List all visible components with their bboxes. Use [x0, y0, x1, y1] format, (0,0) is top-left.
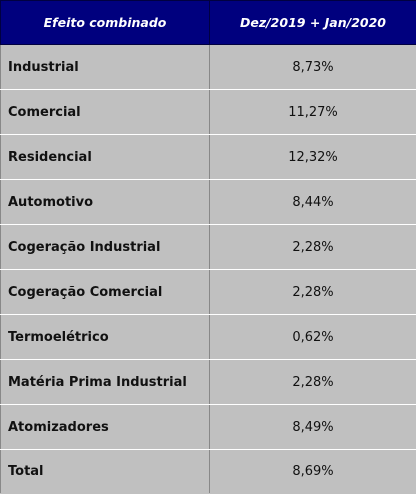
total-value: 8,69% — [210, 450, 416, 494]
table-row: Cogeração Industrial 2,28% — [1, 225, 416, 270]
table-row: Termoelétrico 0,62% — [1, 315, 416, 360]
table-body: Industrial 8,73% Comercial 11,27% Reside… — [1, 45, 416, 494]
header-effect-label: Efeito combinado — [1, 1, 210, 45]
row-label: Residencial — [1, 135, 210, 180]
row-value: 8,49% — [210, 405, 416, 450]
table-row: Industrial 8,73% — [1, 45, 416, 90]
row-label: Cogeração Industrial — [1, 225, 210, 270]
table-row: Cogeração Comercial 2,28% — [1, 270, 416, 315]
table-row: Matéria Prima Industrial 2,28% — [1, 360, 416, 405]
header-period-label: Dez/2019 + Jan/2020 — [210, 1, 416, 45]
row-value: 0,62% — [210, 315, 416, 360]
row-label: Termoelétrico — [1, 315, 210, 360]
row-value: 8,44% — [210, 180, 416, 225]
total-row: Total 8,69% — [1, 450, 416, 494]
table-row: Comercial 11,27% — [1, 90, 416, 135]
table-row: Atomizadores 8,49% — [1, 405, 416, 450]
table-row: Residencial 12,32% — [1, 135, 416, 180]
table-header: Efeito combinado Dez/2019 + Jan/2020 — [1, 1, 416, 45]
header-row: Efeito combinado Dez/2019 + Jan/2020 — [1, 1, 416, 45]
row-value: 11,27% — [210, 90, 416, 135]
row-value: 12,32% — [210, 135, 416, 180]
table-row: Automotivo 8,44% — [1, 180, 416, 225]
row-label: Industrial — [1, 45, 210, 90]
row-value: 2,28% — [210, 270, 416, 315]
row-label: Cogeração Comercial — [1, 270, 210, 315]
row-label: Comercial — [1, 90, 210, 135]
row-value: 8,73% — [210, 45, 416, 90]
row-label: Automotivo — [1, 180, 210, 225]
row-label: Atomizadores — [1, 405, 210, 450]
total-label: Total — [1, 450, 210, 494]
row-value: 2,28% — [210, 360, 416, 405]
row-label: Matéria Prima Industrial — [1, 360, 210, 405]
row-value: 2,28% — [210, 225, 416, 270]
